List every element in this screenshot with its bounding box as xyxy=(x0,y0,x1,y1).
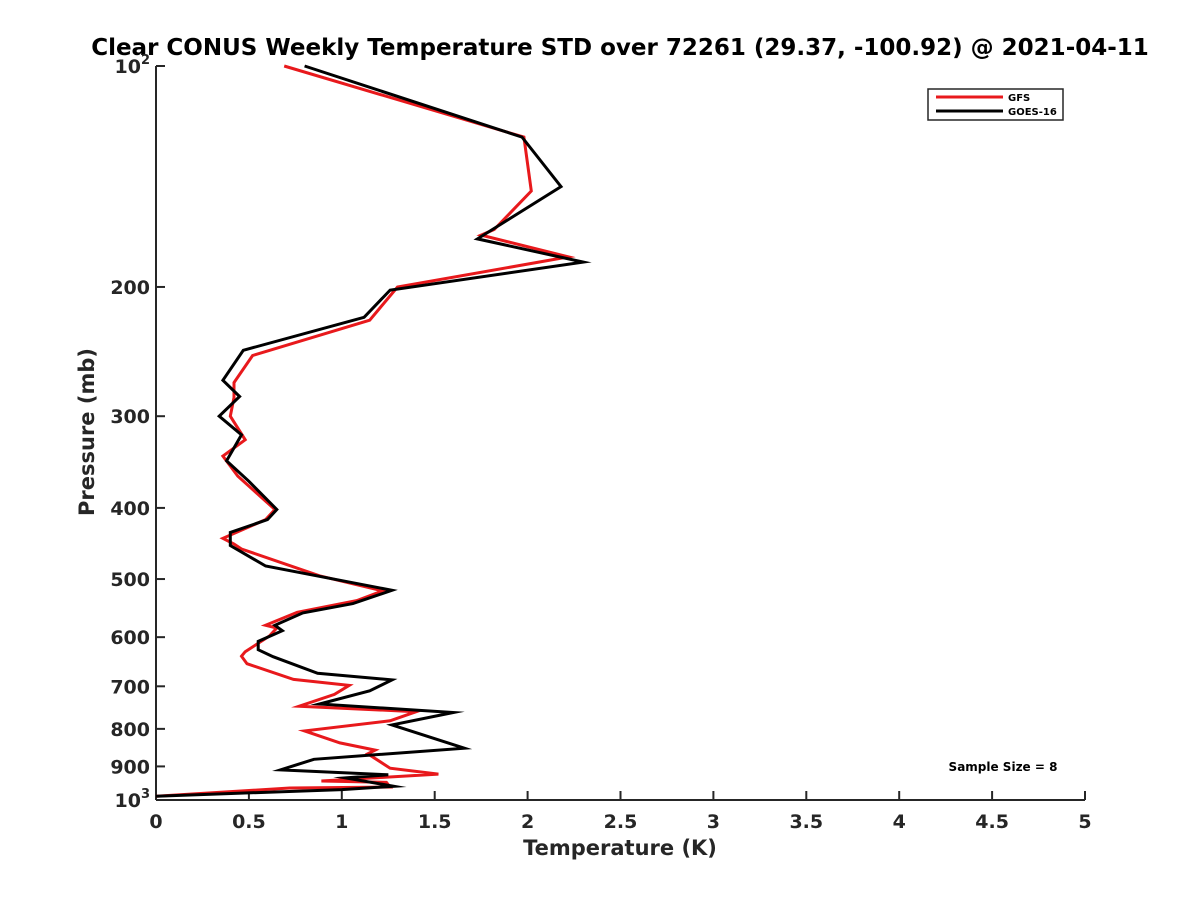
y-tick-label: 700 xyxy=(110,676,150,698)
y-tick-label: 200 xyxy=(110,277,150,299)
x-tick-label: 5 xyxy=(1078,811,1091,833)
y-tick-label: 500 xyxy=(110,569,150,591)
y-tick-label: 600 xyxy=(110,627,150,649)
legend-box xyxy=(927,88,1064,121)
legend: GFS GOES-16 xyxy=(927,88,1064,121)
x-tick-label: 1.5 xyxy=(418,811,452,833)
y-tick-label: 103 xyxy=(115,787,151,812)
sample-size-annotation: Sample Size = 8 xyxy=(949,760,1058,774)
chart-title: Clear CONUS Weekly Temperature STD over … xyxy=(91,35,1149,61)
y-tick-label: 400 xyxy=(110,498,150,520)
x-tick-label: 1 xyxy=(335,811,348,833)
series-line-goes-16 xyxy=(155,64,592,798)
y-tick-label: 102 xyxy=(115,53,151,78)
x-tick-label: 2 xyxy=(521,811,534,833)
x-tick-label: 3 xyxy=(707,811,720,833)
x-tick-label: 0 xyxy=(149,811,162,833)
y-tick-label: 900 xyxy=(110,756,150,778)
x-tick-label: 0.5 xyxy=(232,811,266,833)
plot-area: 0 0.5 1 1.5 2 2.5 3 3.5 4 4.5 5 102 200 300 400 500 600 7… xyxy=(110,53,1091,833)
legend-label: GOES-16 xyxy=(1008,107,1057,118)
legend-label: GFS xyxy=(1008,93,1030,104)
y-axis-label: Pressure (mb) xyxy=(75,348,99,516)
x-tick-label: 4.5 xyxy=(975,811,1009,833)
x-tick-label: 2.5 xyxy=(604,811,638,833)
series-line-gfs xyxy=(155,64,576,798)
x-tick-label: 3.5 xyxy=(789,811,823,833)
y-tick-label: 800 xyxy=(110,719,150,741)
x-axis-label: Temperature (K) xyxy=(523,836,717,860)
x-tick-label: 4 xyxy=(893,811,906,833)
y-tick-label: 300 xyxy=(110,406,150,428)
